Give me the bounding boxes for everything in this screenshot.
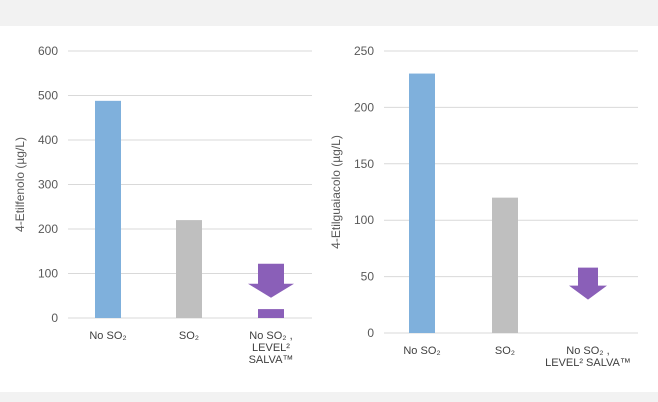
category-label: SALVA™ <box>249 354 294 366</box>
category-label: No SO₂ , <box>566 345 609 357</box>
chart-panel: 0 100 200 300 400 500 600 4-Etilfenolo (µg/L) No… <box>0 26 658 392</box>
chart-4-etilguaiacolo: 0 50 100 150 200 250 4-Etilguaiacolo (µg/L) No … <box>329 44 638 369</box>
y-tick-label: 200 <box>354 100 374 114</box>
y-tick-label: 0 <box>51 311 58 325</box>
category-label: SO₂ <box>495 345 515 357</box>
y-axis-label: 4-Etilguaiacolo (µg/L) <box>329 135 343 249</box>
bar <box>258 309 284 318</box>
y-tick-label: 100 <box>354 213 374 227</box>
y-tick-label: 600 <box>38 44 58 58</box>
chart-4-etilfenolo: 0 100 200 300 400 500 600 4-Etilfenolo (µg/L) No… <box>13 44 312 366</box>
down-arrow-icon <box>569 267 607 300</box>
category-label: LEVEL² SALVA™ <box>545 357 631 369</box>
y-tick-label: 50 <box>361 270 375 284</box>
category-label: LEVEL² <box>252 342 290 354</box>
y-tick-label: 100 <box>38 267 58 281</box>
category-label: SO₂ <box>179 330 199 342</box>
bar <box>409 73 435 333</box>
y-tick-label: 300 <box>38 178 58 192</box>
y-tick-label: 0 <box>367 326 374 340</box>
bar <box>95 100 121 318</box>
y-tick-label: 150 <box>354 157 374 171</box>
bar <box>176 220 202 318</box>
y-tick-label: 200 <box>38 222 58 236</box>
y-tick-label: 250 <box>354 44 374 58</box>
y-tick-label: 400 <box>38 133 58 147</box>
down-arrow-icon <box>248 263 294 298</box>
category-label: No SO₂ <box>89 330 126 342</box>
y-tick-label: 500 <box>38 89 58 103</box>
category-label: No SO₂ <box>403 345 440 357</box>
category-label: No SO₂ , <box>249 330 292 342</box>
bar <box>492 197 518 333</box>
y-axis-label: 4-Etilfenolo (µg/L) <box>13 137 27 232</box>
